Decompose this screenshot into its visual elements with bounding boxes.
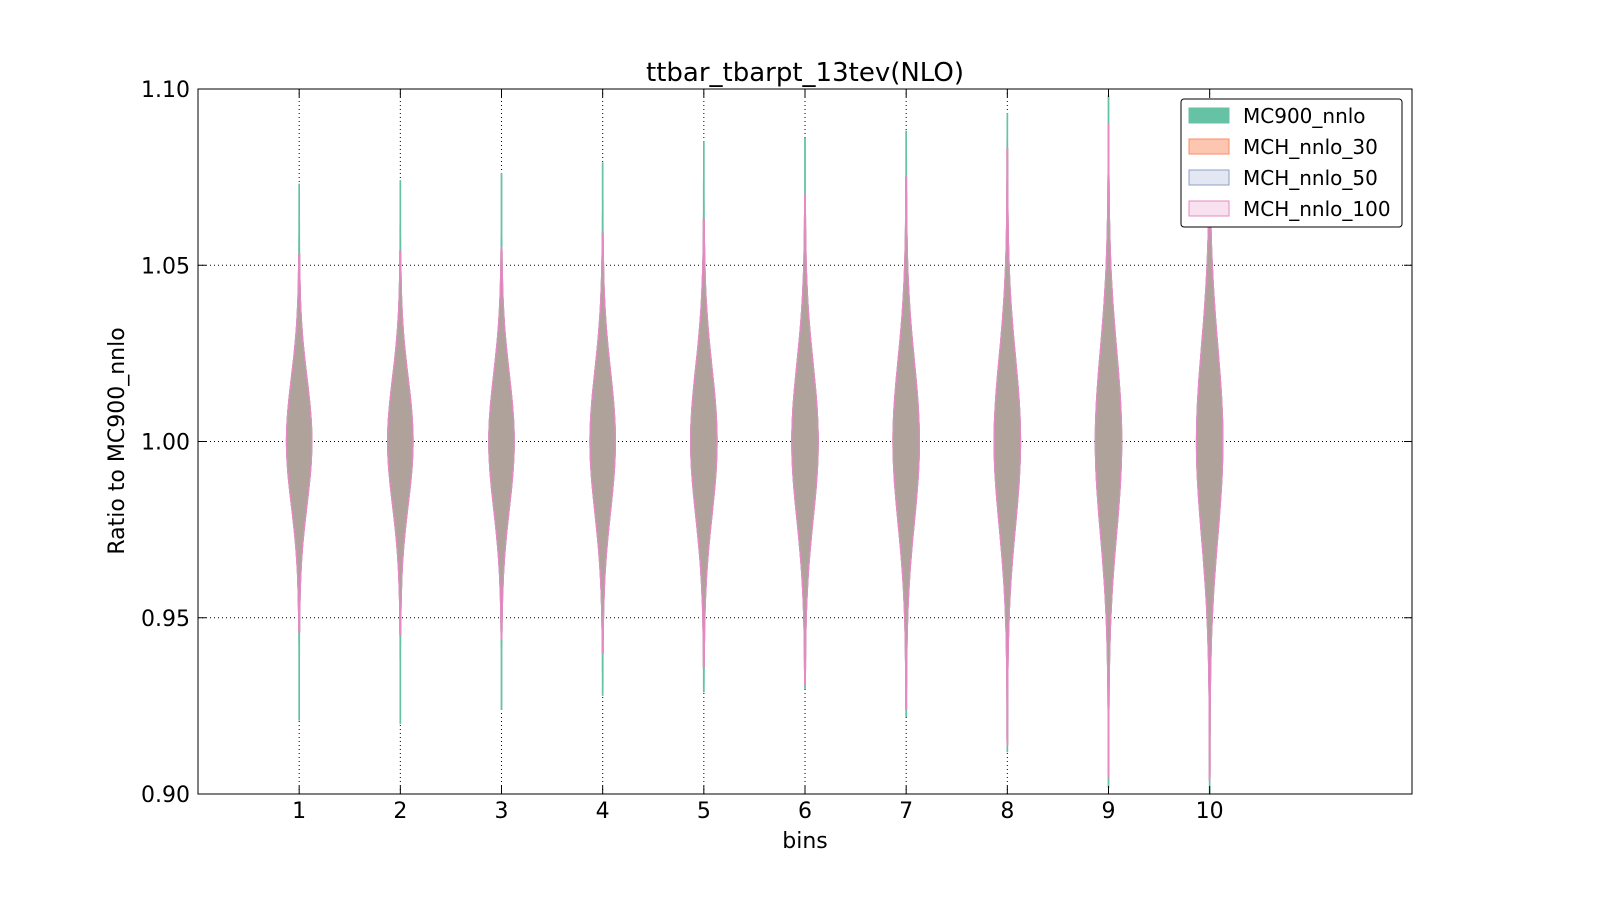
legend-label: MCH_nnlo_100: [1243, 197, 1391, 221]
violin-MCH_nnlo_100-bin-4: [589, 232, 616, 654]
legend-box: [1180, 98, 1403, 228]
x-tick-label: 9: [1102, 799, 1116, 824]
x-tick-label: 1: [292, 799, 306, 824]
x-tick-label: 7: [899, 799, 913, 824]
violin-MCH_nnlo_100-bin-6: [791, 194, 819, 686]
legend-swatch: [1188, 107, 1230, 124]
y-axis-label: Ratio to MC900_nnlo: [105, 327, 130, 554]
x-tick-label: 10: [1196, 799, 1224, 824]
x-tick-label: 6: [798, 799, 812, 824]
x-tick-label: 3: [495, 799, 509, 824]
violin-MCH_nnlo_100-bin-1: [285, 254, 313, 633]
x-axis-label: bins: [782, 829, 827, 854]
x-tick-label: 5: [697, 799, 711, 824]
y-tick-label: 0.95: [141, 607, 190, 632]
x-tick-label: 8: [1000, 799, 1014, 824]
legend-label: MCH_nnlo_50: [1243, 166, 1378, 190]
legend-swatch: [1188, 169, 1230, 186]
legend-label: MC900_nnlo: [1243, 104, 1366, 128]
violin-MCH_nnlo_100-bin-7: [892, 176, 920, 710]
y-tick-label: 1.10: [141, 78, 190, 103]
y-tick-label: 1.05: [141, 254, 190, 279]
legend: MC900_nnlo MCH_nnlo_30 MCH_nnlo_50 MCH_nnlo…: [1180, 98, 1403, 228]
y-tick-label: 1.00: [141, 431, 190, 456]
violins-layer: [285, 95, 1224, 795]
violin-MCH_nnlo_100-bin-5: [690, 218, 718, 668]
violin-MCH_nnlo_100-bin-9: [1094, 123, 1123, 777]
y-tick-label: 0.90: [141, 783, 190, 808]
legend-swatch: [1188, 138, 1230, 155]
chart-title: ttbar_tbarpt_13tev(NLO): [646, 58, 964, 88]
violin-MCH_nnlo_100-bin-3: [488, 247, 515, 640]
legend-label: MCH_nnlo_30: [1243, 135, 1378, 159]
violin-MCH_nnlo_100-bin-2: [387, 250, 414, 636]
x-ticks: 1 2 3 4 5 6 7 8 9 10: [292, 89, 1224, 824]
y-ticks: 0.90 0.95 1.00 1.05 1.10: [141, 78, 1412, 808]
legend-swatch: [1188, 200, 1230, 217]
x-tick-label: 2: [393, 799, 407, 824]
x-tick-label: 4: [596, 799, 610, 824]
violin-MCH_nnlo_100-bin-8: [993, 148, 1022, 746]
